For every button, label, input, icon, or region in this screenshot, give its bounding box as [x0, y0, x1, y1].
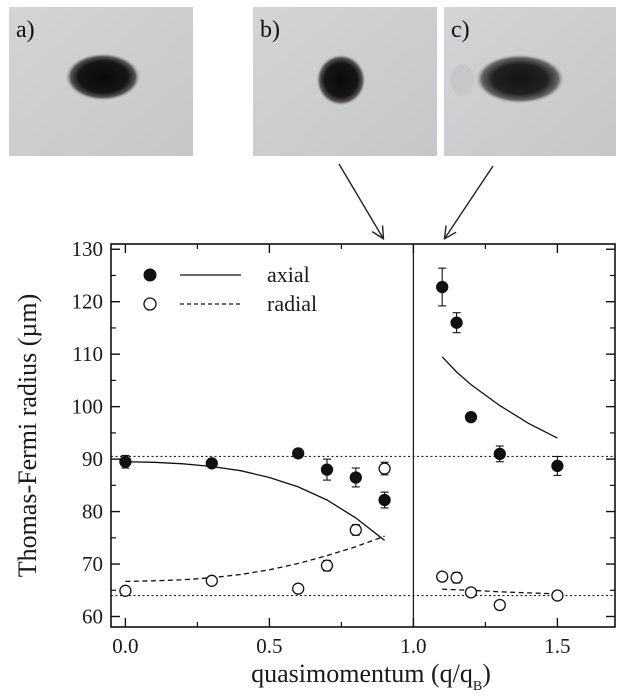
panel-b-atom-cloud — [316, 54, 366, 106]
data-point-axial — [349, 471, 362, 484]
data-points — [119, 267, 564, 612]
x-tick-label: 0.5 — [256, 634, 282, 658]
panel-a-label: a) — [16, 17, 35, 43]
y-tick-label: 80 — [82, 500, 103, 524]
x-tick-label: 1.5 — [544, 634, 570, 658]
legend-label-radial: radial — [267, 291, 317, 316]
data-point-radial — [493, 598, 506, 612]
data-point-axial — [320, 463, 334, 476]
data-point-radial — [292, 582, 305, 595]
axis-ticks: 0.0 0.5 1.0 1.5 60 70 80 90 100 110 120 130 — [72, 237, 615, 658]
image-panel-c: c) — [444, 7, 616, 156]
x-axis-title-subscript: B — [473, 679, 482, 694]
legend-marker-radial — [143, 297, 157, 311]
data-point-axial — [464, 410, 478, 424]
fit-curves — [125, 356, 558, 595]
x-axis-title-main: quasimomentum (q/q — [251, 659, 473, 688]
y-tick-label: 100 — [72, 395, 104, 419]
y-tick-label: 110 — [72, 342, 103, 366]
fit-curve-radial — [125, 535, 385, 583]
data-point-radial — [464, 586, 478, 599]
legend-label-axial: axial — [267, 262, 310, 287]
data-point-axial — [493, 447, 506, 461]
x-axis-title: quasimomentum (q/qB) — [251, 659, 491, 694]
panel-a-atom-cloud — [65, 53, 141, 101]
data-point-radial — [378, 462, 391, 475]
data-point-axial — [378, 493, 391, 507]
fit-curve-radial — [442, 588, 558, 595]
image-panel-b: b) — [253, 7, 437, 156]
data-point-radial — [205, 574, 218, 587]
y-tick-label: 90 — [82, 447, 103, 471]
plot-frame — [110, 243, 616, 628]
fit-curve-axial — [441, 356, 558, 439]
x-axis-title-end: ) — [482, 659, 491, 688]
y-tick-label: 60 — [82, 605, 103, 629]
arrow-c — [445, 165, 494, 238]
data-point-radial — [436, 570, 449, 583]
y-tick-label: 130 — [72, 237, 104, 261]
data-point-axial — [119, 455, 132, 468]
data-point-radial — [551, 589, 564, 602]
legend: axial radial — [143, 262, 317, 316]
y-axis-title: Thomas-Fermi radius (µm) — [13, 294, 42, 578]
fit-curve-axial — [125, 461, 386, 541]
y-tick-label: 120 — [72, 290, 104, 314]
panel-c-label: c) — [451, 17, 470, 43]
arrow-b — [338, 163, 383, 238]
data-point-axial — [205, 457, 218, 470]
legend-marker-axial — [143, 268, 157, 282]
data-point-axial — [436, 280, 449, 294]
x-tick-label: 0.0 — [112, 634, 138, 658]
data-point-axial — [450, 316, 463, 329]
data-point-axial — [292, 447, 305, 460]
data-point-axial — [551, 459, 564, 473]
data-point-radial — [450, 571, 463, 584]
y-tick-label: 70 — [82, 552, 103, 576]
data-point-radial — [320, 559, 334, 572]
panel-c-faint-halo — [450, 64, 474, 96]
data-point-radial — [349, 523, 362, 537]
panel-c-atom-cloud — [475, 54, 565, 104]
plot-area: 0.0 0.5 1.0 1.5 60 70 80 90 100 110 120 130 axial r… — [72, 237, 616, 658]
panel-b-label: b) — [260, 17, 280, 43]
image-panel-a: a) — [9, 7, 193, 156]
x-tick-label: 1.0 — [400, 634, 426, 658]
data-point-radial — [119, 584, 132, 597]
reference-lines — [111, 455, 615, 597]
